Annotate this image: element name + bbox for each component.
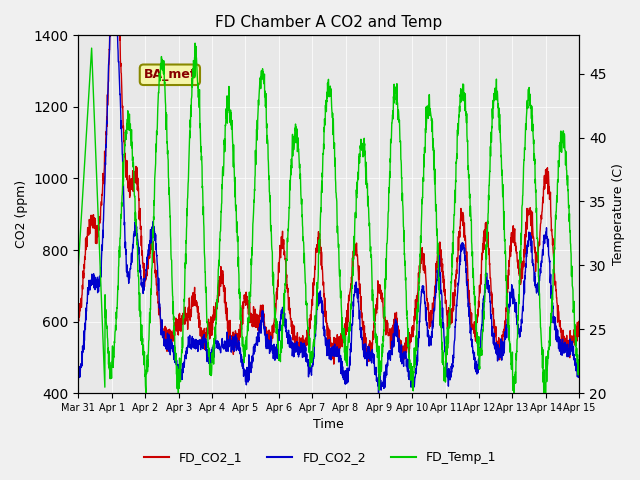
FD_Temp_1 (474, 343, 482, 348)
FD_CO2_2 (375, 392, 383, 398)
FD_CO2_2 (107, 14, 115, 20)
FD_CO2_1 (344, 318, 351, 324)
FD_CO2_1 (575, 322, 583, 327)
Line: FD_CO2_1: FD_CO2_1 (79, 17, 579, 364)
FD_CO2_2 (474, 360, 482, 366)
FD_CO2_1 (532, 249, 540, 254)
FD_CO2_2 (575, 372, 583, 378)
Text: BA_met: BA_met (143, 68, 196, 81)
Line: FD_CO2_2: FD_CO2_2 (79, 17, 579, 395)
FD_CO2_1 (355, 267, 362, 273)
Legend: FD_CO2_1, FD_CO2_2, FD_Temp_1: FD_CO2_1, FD_CO2_2, FD_Temp_1 (139, 446, 501, 469)
Line: FD_Temp_1: FD_Temp_1 (79, 43, 579, 393)
X-axis label: Time: Time (314, 419, 344, 432)
FD_CO2_2 (214, 346, 222, 351)
FD_CO2_2 (354, 286, 362, 291)
Y-axis label: Temperature (C): Temperature (C) (612, 163, 625, 265)
FD_CO2_1 (75, 316, 83, 322)
FD_CO2_2 (532, 284, 540, 290)
FD_CO2_1 (330, 361, 338, 367)
FD_CO2_1 (474, 312, 482, 318)
FD_CO2_1 (545, 184, 553, 190)
FD_Temp_1 (344, 363, 351, 369)
FD_Temp_1 (355, 170, 362, 176)
Title: FD Chamber A CO2 and Temp: FD Chamber A CO2 and Temp (215, 15, 442, 30)
FD_CO2_1 (107, 14, 115, 20)
FD_Temp_1 (75, 263, 83, 268)
FD_Temp_1 (532, 177, 540, 182)
FD_CO2_2 (343, 371, 351, 377)
FD_Temp_1 (545, 338, 553, 344)
FD_Temp_1 (142, 390, 150, 396)
FD_CO2_2 (75, 376, 83, 382)
FD_CO2_1 (214, 284, 222, 290)
FD_Temp_1 (191, 40, 199, 46)
FD_CO2_2 (545, 256, 553, 262)
FD_Temp_1 (575, 362, 583, 368)
FD_Temp_1 (214, 265, 222, 271)
Y-axis label: CO2 (ppm): CO2 (ppm) (15, 180, 28, 248)
